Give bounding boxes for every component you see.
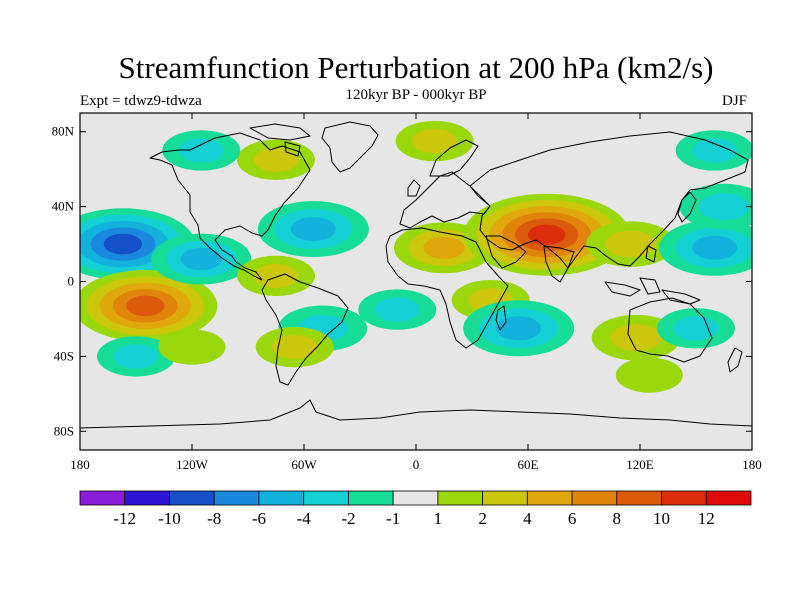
colorbar-tick-label: 4 bbox=[523, 509, 532, 528]
coastline-new-zealand bbox=[727, 347, 743, 373]
colorbar-swatch bbox=[526, 490, 573, 506]
lon-tick-label: 60E bbox=[518, 457, 539, 472]
coastline-arctic-islands bbox=[249, 123, 311, 157]
colorbar-swatch bbox=[347, 490, 394, 506]
lon-tick-label: 180 bbox=[70, 457, 90, 472]
colorbar-tick-label: 2 bbox=[478, 509, 487, 528]
lat-tick-label: 80S bbox=[54, 423, 74, 438]
lon-tick-label: 120W bbox=[176, 457, 209, 472]
field-anomaly bbox=[463, 193, 630, 276]
coastline-madagascar bbox=[495, 305, 507, 331]
colorbar-labels: -12 -10 -8 -6 -4 -2 -1 1 2 4 6 8 10 12 bbox=[113, 509, 714, 528]
field-anomaly bbox=[679, 183, 752, 230]
lon-tick-label: 120E bbox=[626, 457, 654, 472]
colorbar-tick-label: 12 bbox=[698, 509, 715, 528]
field-anomaly bbox=[257, 201, 369, 258]
lat-tick-label: 40S bbox=[54, 348, 74, 363]
colorbar-tick-label: -2 bbox=[341, 509, 355, 528]
colorbar-tick-label: -8 bbox=[207, 509, 221, 528]
field-anomaly bbox=[162, 130, 241, 171]
axis-ticks bbox=[79, 113, 753, 450]
colorbar-tick-label: -6 bbox=[252, 509, 266, 528]
colorbar-swatch bbox=[705, 490, 752, 506]
coastline-australia bbox=[627, 297, 713, 363]
lat-tick-label: 0 bbox=[68, 274, 75, 289]
coastline-greenland bbox=[321, 121, 379, 173]
field-anomaly bbox=[675, 130, 752, 171]
figure-subtitle: 120kyr BP - 000kyr BP bbox=[345, 87, 487, 103]
colorbar-swatch bbox=[258, 490, 305, 506]
latitude-labels: 80N 40N 0 40S 80S bbox=[52, 124, 75, 439]
colorbar-tick-label: 6 bbox=[568, 509, 577, 528]
field-anomaly bbox=[395, 120, 474, 162]
colorbar-swatch bbox=[571, 490, 618, 506]
coastline-antarctica bbox=[80, 399, 752, 429]
colorbar-swatch bbox=[169, 490, 215, 506]
field-anomaly bbox=[158, 329, 226, 365]
colorbar-swatch bbox=[124, 490, 170, 506]
coastline-asia bbox=[469, 131, 749, 269]
field-anomaly bbox=[463, 300, 575, 357]
coastline-british-isles bbox=[407, 179, 421, 197]
colorbar-swatch bbox=[392, 490, 439, 506]
coastline-north-america bbox=[149, 132, 311, 281]
coastline-india bbox=[543, 245, 575, 283]
colorbar-tick-label: 1 bbox=[434, 509, 443, 528]
season-label: DJF bbox=[722, 93, 748, 109]
field-anomaly bbox=[151, 233, 252, 285]
streamfunction-field bbox=[80, 113, 752, 450]
field-anomaly bbox=[659, 219, 752, 276]
field-anomaly bbox=[97, 336, 175, 377]
colorbar bbox=[79, 490, 752, 506]
experiment-label: Expt = tdwz9-tdwza bbox=[80, 93, 202, 109]
colorbar-tick-label: -4 bbox=[297, 509, 312, 528]
colorbar-swatch bbox=[79, 490, 126, 506]
coastline-arabia bbox=[485, 235, 527, 269]
colorbar-tick-label: 10 bbox=[653, 509, 670, 528]
coastline-japan bbox=[677, 191, 697, 223]
lon-tick-label: 0 bbox=[413, 457, 420, 472]
colorbar-swatch bbox=[661, 490, 707, 506]
coastlines bbox=[80, 121, 752, 429]
coastline-south-america bbox=[261, 273, 349, 386]
lon-tick-label: 180 bbox=[742, 457, 762, 472]
field-anomaly bbox=[358, 289, 437, 330]
lat-tick-label: 40N bbox=[52, 199, 75, 214]
figure-title: Streamfunction Perturbation at 200 hPa (… bbox=[118, 50, 714, 85]
field-anomaly bbox=[237, 139, 315, 181]
coastline-africa bbox=[385, 227, 509, 349]
field-anomaly bbox=[586, 221, 676, 267]
colorbar-tick-label: 8 bbox=[613, 509, 622, 528]
coastline-scandinavia bbox=[429, 139, 479, 177]
colorbar-tick-label: -10 bbox=[158, 509, 181, 528]
field-anomaly bbox=[657, 308, 735, 349]
coastline-philippines bbox=[645, 245, 657, 263]
lat-tick-label: 80N bbox=[52, 124, 75, 139]
coastline-europe bbox=[399, 171, 491, 229]
colorbar-swatch bbox=[213, 490, 260, 506]
colorbar-tick-label: -1 bbox=[386, 509, 400, 528]
colorbar-swatch bbox=[303, 490, 349, 506]
colorbar-tick-label: -12 bbox=[113, 509, 136, 528]
colorbar-swatch bbox=[616, 490, 662, 506]
field-anomaly bbox=[615, 357, 683, 393]
colorbar-swatch bbox=[482, 490, 528, 506]
field-anomaly bbox=[237, 255, 315, 297]
field-anomaly bbox=[255, 326, 334, 368]
longitude-labels: 180 120W 60W 0 60E 120E 180 bbox=[70, 457, 762, 472]
lon-tick-label: 60W bbox=[291, 457, 317, 472]
colorbar-swatch bbox=[437, 490, 484, 506]
field-anomaly bbox=[80, 270, 218, 342]
